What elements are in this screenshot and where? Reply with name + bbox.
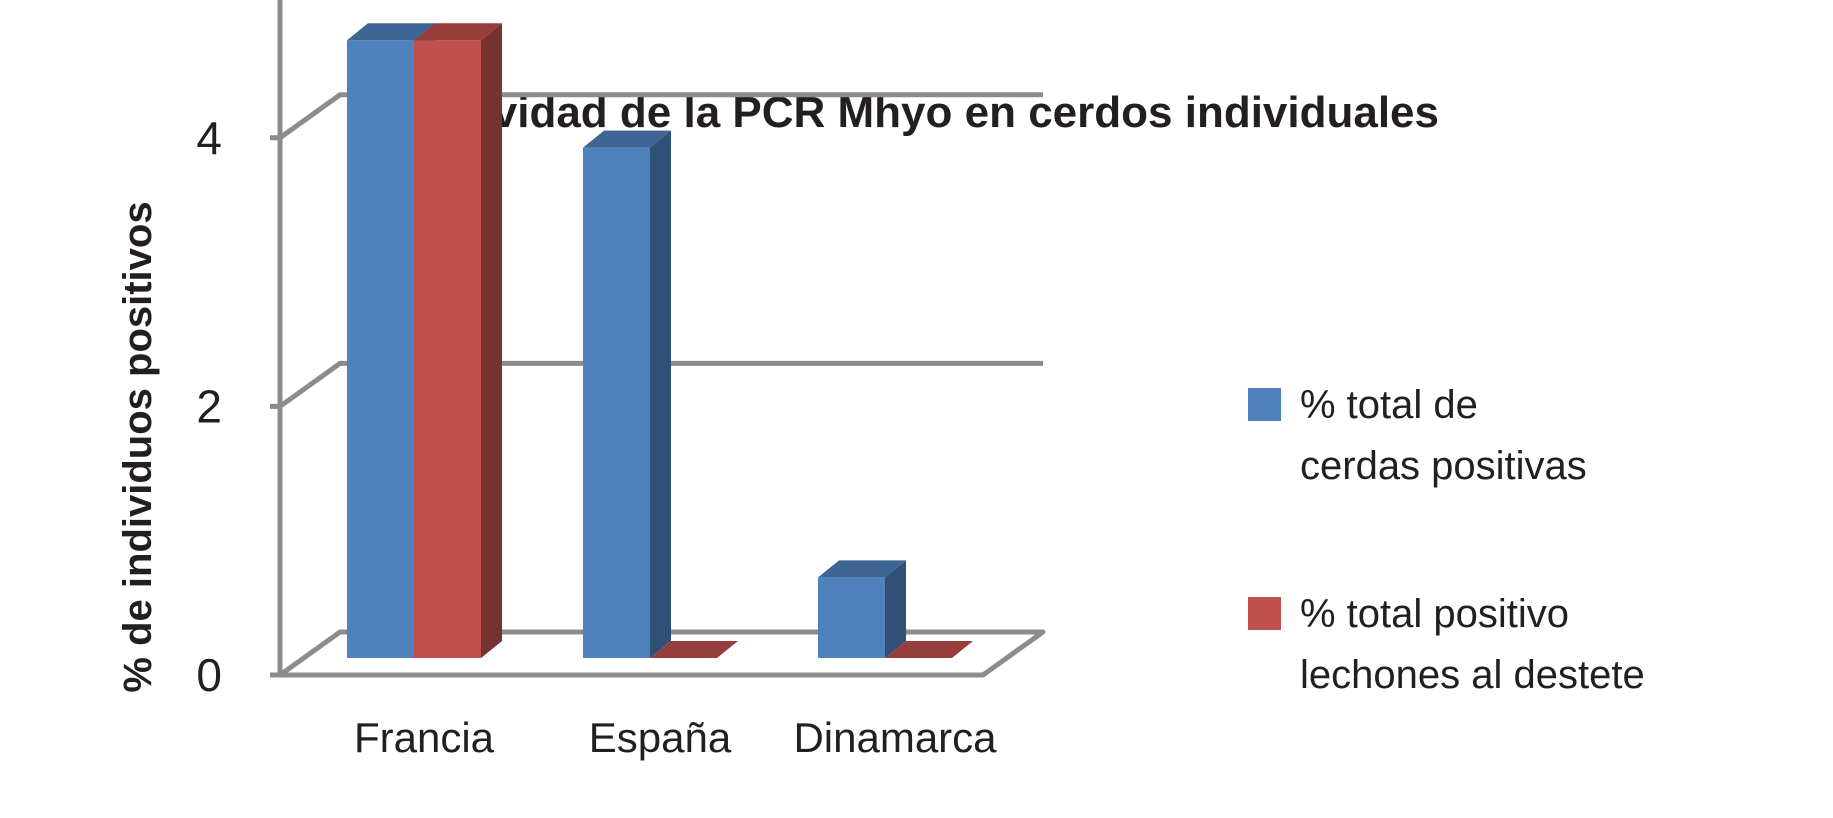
legend-label: % total de — [1300, 383, 1478, 427]
bar-top — [347, 23, 435, 41]
category-label: España — [589, 714, 732, 761]
category-label: Dinamarca — [793, 714, 997, 761]
bar-front — [583, 147, 650, 658]
category-label: Francia — [354, 714, 495, 761]
bars — [347, 23, 973, 659]
bar — [583, 130, 671, 658]
bar-top — [650, 641, 738, 658]
bar — [885, 641, 973, 658]
gridlines — [270, 0, 1046, 678]
bar-front — [818, 577, 885, 658]
bar — [818, 560, 906, 658]
legend-swatch — [1248, 388, 1281, 421]
category-labels: Francia España Dinamarca — [354, 714, 997, 761]
legend-label: % total positivo — [1300, 592, 1569, 636]
gridline — [270, 92, 1043, 141]
bar-side — [885, 560, 906, 658]
y-tick-label: 4 — [196, 112, 222, 164]
bar-side — [650, 130, 671, 658]
legend-swatch — [1248, 597, 1281, 630]
y-tick-label: 0 — [196, 649, 222, 701]
bar-top — [583, 130, 671, 148]
y-axis-label: % de individuos positivos — [116, 201, 160, 692]
y-tick-label: 2 — [196, 380, 222, 432]
bar-front — [347, 40, 414, 659]
bar — [650, 641, 738, 658]
legend-label: lechones al destete — [1300, 653, 1645, 697]
legend: % total de cerdas positivas % total posi… — [1248, 383, 1645, 697]
bar-top — [414, 23, 502, 41]
bar-top — [885, 641, 973, 658]
bar-front — [414, 40, 481, 659]
bar-side — [481, 23, 502, 659]
bar-top — [818, 560, 906, 578]
bar — [414, 23, 502, 659]
legend-label: cerdas positivas — [1300, 444, 1587, 488]
y-tick-labels: 0 2 4 6 — [196, 112, 222, 701]
gridline — [270, 360, 1043, 409]
